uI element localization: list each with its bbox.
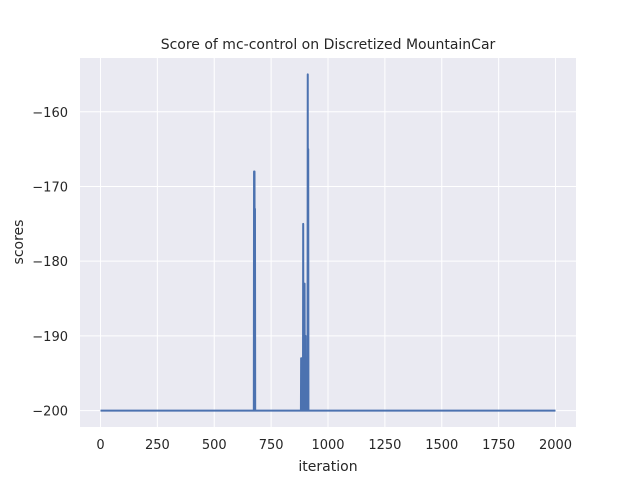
x-tick-label: 250 bbox=[145, 438, 170, 453]
y-tick-label: −180 bbox=[32, 255, 68, 270]
y-tick-label: −170 bbox=[32, 180, 68, 195]
x-tick-label: 1250 bbox=[368, 438, 401, 453]
x-tick-label: 750 bbox=[259, 438, 284, 453]
x-tick-label: 1500 bbox=[425, 438, 458, 453]
x-tick-label: 500 bbox=[202, 438, 227, 453]
y-axis: −160 −170 −180 −190 −200 bbox=[32, 106, 68, 420]
y-tick-label: −160 bbox=[32, 106, 68, 121]
y-tick-label: −200 bbox=[32, 405, 68, 420]
chart-title: Score of mc-control on Discretized Mount… bbox=[161, 37, 496, 53]
x-tick-label: 2000 bbox=[539, 438, 572, 453]
x-axis: 0 250 500 750 1000 1250 1500 1750 2000 bbox=[96, 438, 572, 453]
x-axis-label: iteration bbox=[298, 459, 357, 475]
series-line bbox=[100, 73, 556, 412]
x-tick-label: 0 bbox=[96, 438, 104, 453]
x-tick-label: 1750 bbox=[482, 438, 515, 453]
x-tick-label: 1000 bbox=[311, 438, 344, 453]
y-tick-label: −190 bbox=[32, 330, 68, 345]
series-group bbox=[100, 73, 556, 412]
y-axis-label: scores bbox=[11, 220, 27, 265]
